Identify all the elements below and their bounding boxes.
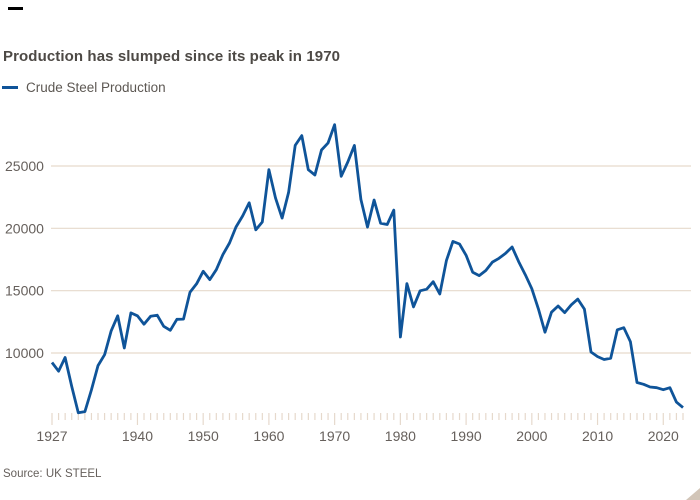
y-axis-tick-label: 25000 (5, 158, 44, 174)
legend: Crude Steel Production (2, 79, 166, 95)
top-dash (8, 7, 23, 10)
x-axis-tick-label: 2000 (516, 428, 547, 444)
chart-title: Production has slumped since its peak in… (3, 48, 341, 65)
resize-corner-triangle (686, 488, 700, 500)
y-axis-tick-label: 10000 (5, 345, 44, 361)
x-axis-tick-label: 2020 (648, 428, 679, 444)
x-axis-tick-label: 1980 (385, 428, 416, 444)
x-axis-tick-label: 1960 (253, 428, 284, 444)
x-axis-tick-label: 1990 (451, 428, 482, 444)
source-note: Source: UK STEEL (3, 468, 102, 480)
y-axis-tick-label: 15000 (5, 283, 44, 299)
x-axis-tick-label: 1970 (319, 428, 350, 444)
legend-line-swatch (2, 85, 18, 89)
y-axis-tick-label: 20000 (5, 220, 44, 236)
crude-steel-production-line (50, 123, 684, 415)
x-axis-tick-label: 2010 (582, 428, 613, 444)
x-axis-tick-label: 1950 (188, 428, 219, 444)
x-axis-tick-label: 1927 (36, 428, 67, 444)
x-axis-tick-label: 1940 (122, 428, 153, 444)
legend-label: Crude Steel Production (26, 79, 166, 95)
